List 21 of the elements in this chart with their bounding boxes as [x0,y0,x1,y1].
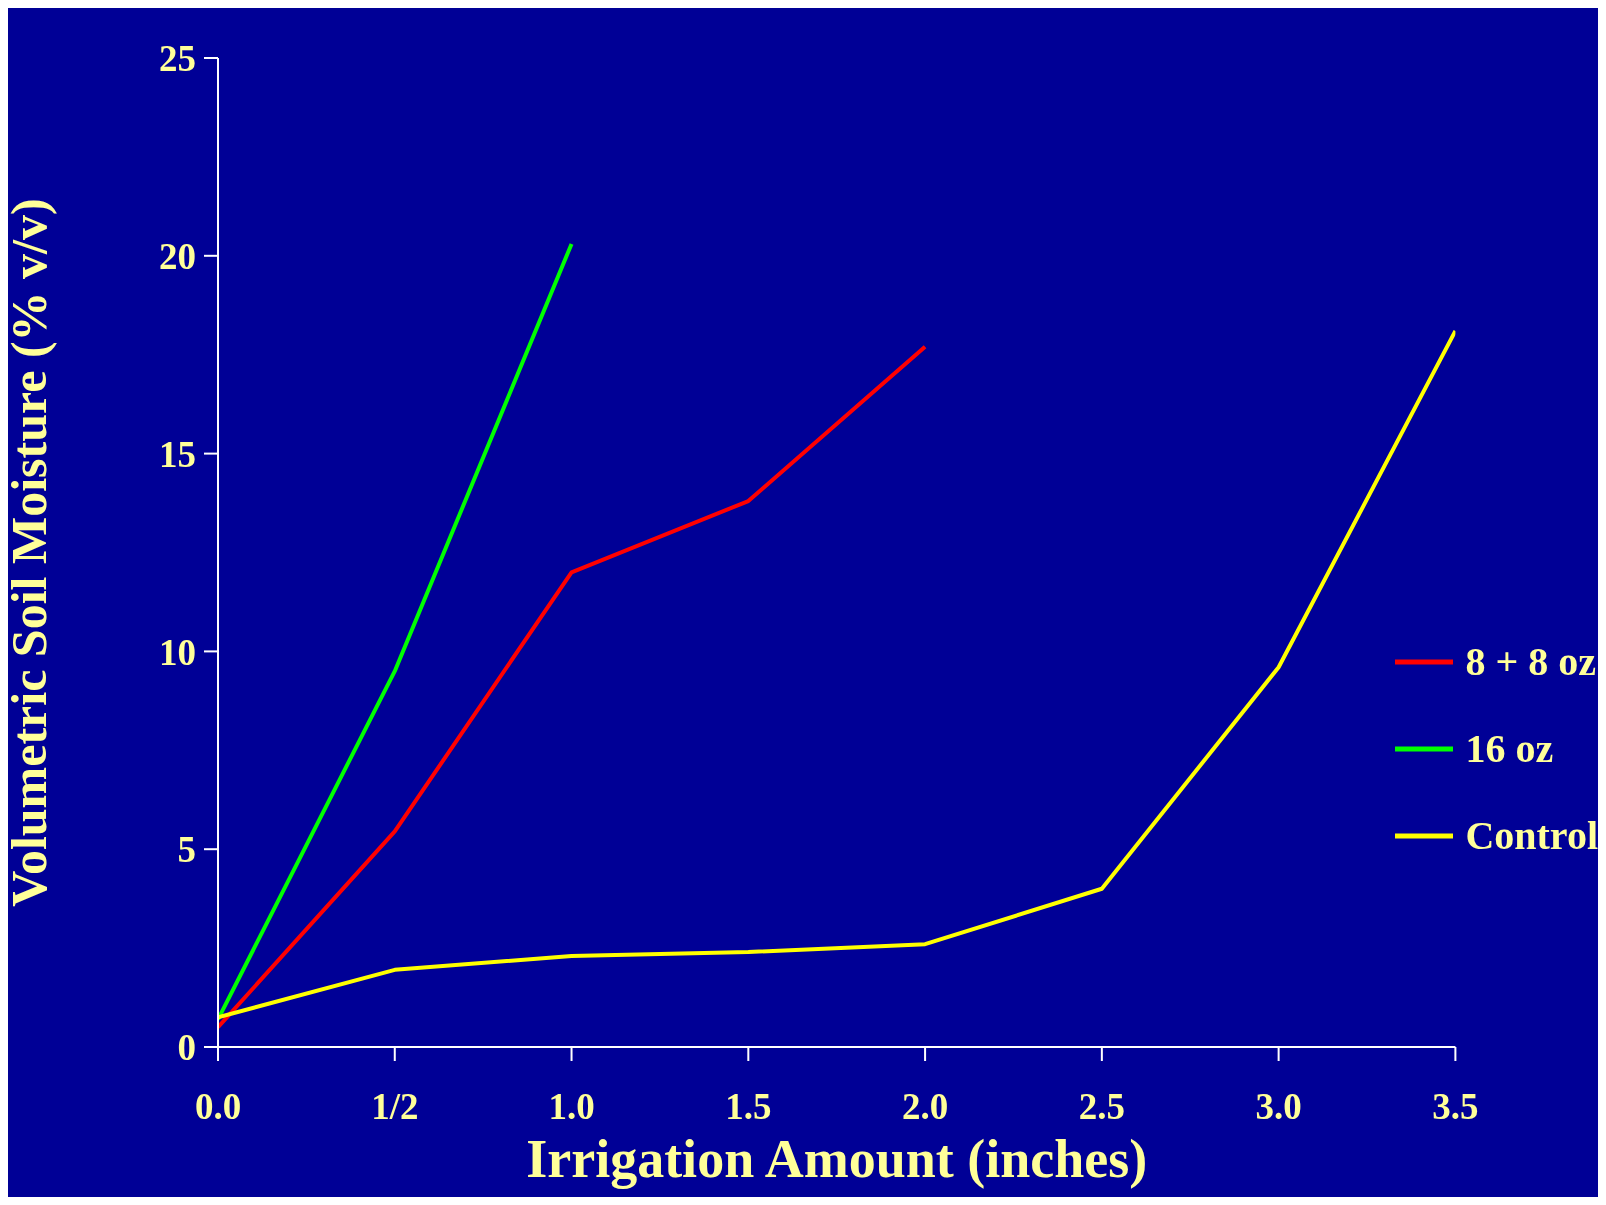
y-tick-label: 5 [177,829,196,871]
legend-label: 8 + 8 oz [1465,638,1596,685]
x-axis-title: Irrigation Amount (inches) [526,1129,1148,1189]
x-tick-label: 1.5 [725,1086,772,1128]
y-axis-title: Volumetric Soil Moisture (% v/v) [0,198,57,907]
x-tick-label: 2.0 [901,1086,949,1128]
x-tick-label: 0.0 [194,1086,242,1128]
x-tick-label: 1/2 [371,1086,419,1128]
y-tick-label: 20 [159,235,196,277]
x-tick-label: 3.5 [1432,1086,1479,1128]
x-tick-label: 2.5 [1078,1086,1125,1128]
y-tick-label: 15 [159,433,196,475]
legend-label: 16 oz [1465,725,1554,772]
line-series [218,328,1456,1020]
y-tick-label: 0 [177,1027,196,1069]
line-series [218,344,928,1030]
legend-label: Control [1465,812,1598,859]
y-tick-label: 10 [159,631,196,673]
y-tick-label: 25 [159,38,196,80]
x-tick-label: 3.0 [1255,1086,1302,1128]
x-tick-label: 1.0 [548,1086,595,1128]
